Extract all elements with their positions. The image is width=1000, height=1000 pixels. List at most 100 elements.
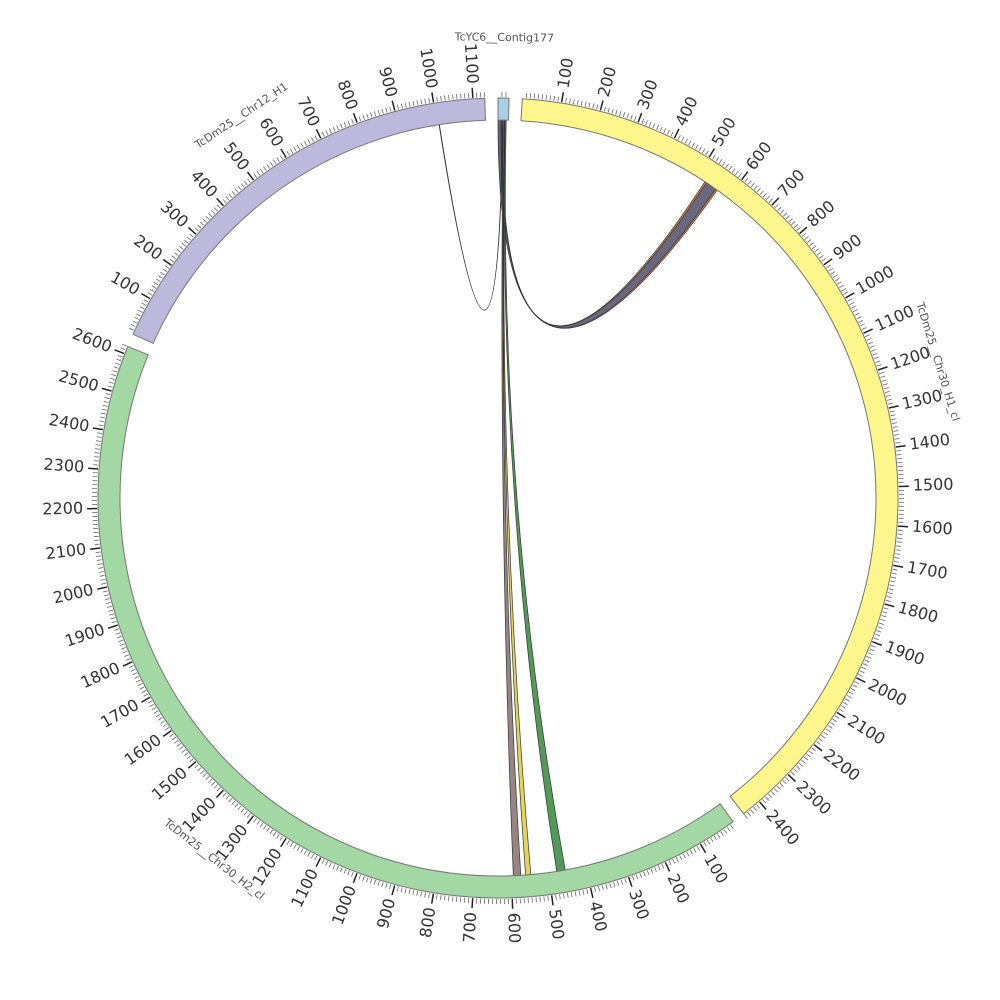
minor-tick	[269, 161, 274, 167]
minor-tick	[891, 576, 897, 579]
tick-label: 1900	[882, 637, 927, 669]
minor-tick	[147, 700, 153, 704]
minor-tick	[886, 595, 892, 598]
minor-tick	[194, 227, 199, 232]
minor-tick	[779, 782, 784, 787]
segment	[97, 345, 734, 899]
minor-tick	[750, 182, 755, 188]
minor-tick	[559, 894, 561, 900]
minor-tick	[823, 731, 828, 736]
minor-tick	[856, 316, 862, 320]
minor-tick	[896, 449, 902, 452]
minor-tick	[777, 206, 782, 211]
minor-tick	[780, 209, 785, 214]
minor-tick	[100, 578, 106, 581]
minor-tick	[768, 793, 773, 799]
minor-tick	[139, 306, 145, 310]
major-tick	[877, 366, 888, 371]
minor-tick	[101, 408, 107, 411]
minor-tick	[95, 444, 101, 446]
major-tick	[637, 112, 643, 123]
tick-label: 200	[663, 871, 693, 907]
minor-tick	[882, 383, 888, 386]
minor-tick	[656, 124, 659, 130]
tick-label: 1800	[896, 598, 940, 627]
minor-tick	[100, 412, 106, 415]
major-tick	[888, 405, 899, 409]
minor-tick	[747, 180, 752, 185]
minor-tick	[97, 563, 103, 565]
minor-tick	[105, 393, 111, 396]
minor-tick	[186, 236, 192, 241]
minor-tick	[228, 797, 233, 803]
minor-tick	[336, 125, 340, 131]
minor-tick	[184, 752, 189, 757]
minor-tick	[682, 853, 686, 859]
major-tick	[391, 885, 396, 896]
minor-tick	[643, 871, 646, 877]
minor-tick	[830, 721, 835, 726]
minor-tick	[314, 855, 318, 861]
minor-tick	[119, 643, 125, 646]
minor-tick	[351, 871, 354, 877]
minor-tick	[222, 792, 227, 797]
major-tick	[280, 148, 287, 158]
minor-tick	[118, 639, 124, 643]
tick-label: 300	[625, 887, 653, 922]
minor-tick	[846, 694, 852, 699]
minor-tick	[160, 720, 165, 724]
major-tick	[187, 227, 197, 235]
tick-label: 700	[293, 94, 324, 130]
tick-label: 900	[829, 230, 865, 263]
minor-tick	[100, 416, 106, 419]
minor-tick	[141, 302, 147, 306]
minor-tick	[110, 617, 116, 620]
minor-tick	[240, 808, 245, 813]
minor-tick	[691, 142, 695, 148]
minor-tick	[102, 404, 108, 407]
tick-label: 700	[459, 912, 480, 944]
minor-tick	[887, 592, 893, 595]
minor-tick	[613, 881, 616, 887]
major-tick	[798, 226, 808, 235]
minor-tick	[549, 95, 552, 101]
minor-tick	[385, 107, 388, 113]
tick-label: 1900	[62, 620, 107, 651]
minor-tick	[112, 370, 118, 373]
minor-tick	[155, 278, 161, 283]
minor-tick	[115, 632, 121, 635]
minor-tick	[194, 764, 199, 769]
minor-tick	[603, 106, 606, 112]
minor-tick	[307, 139, 311, 144]
minor-tick	[416, 890, 419, 896]
minor-tick	[852, 309, 858, 313]
minor-tick	[785, 215, 790, 220]
minor-tick	[881, 379, 887, 382]
minor-tick	[94, 456, 100, 458]
minor-tick	[286, 150, 290, 156]
minor-tick	[385, 883, 388, 889]
minor-tick	[750, 809, 754, 814]
minor-tick	[108, 609, 114, 612]
minor-tick	[310, 853, 314, 859]
minor-tick	[796, 765, 801, 770]
minor-tick	[314, 135, 318, 141]
minor-tick	[816, 251, 822, 256]
tick-label: 900	[373, 896, 399, 930]
minor-tick	[582, 889, 585, 895]
minor-tick	[839, 284, 844, 289]
minor-tick	[448, 895, 450, 902]
minor-tick	[597, 886, 600, 892]
major-tick	[88, 467, 99, 470]
minor-tick	[448, 94, 450, 101]
minor-tick	[276, 833, 280, 839]
tick-label: 2400	[762, 806, 803, 849]
minor-tick	[113, 366, 119, 369]
minor-tick	[412, 100, 415, 106]
minor-tick	[889, 584, 895, 587]
minor-tick	[849, 302, 854, 306]
minor-tick	[854, 312, 860, 316]
minor-tick	[259, 822, 264, 828]
minor-tick	[358, 116, 362, 122]
minor-tick	[158, 275, 163, 279]
